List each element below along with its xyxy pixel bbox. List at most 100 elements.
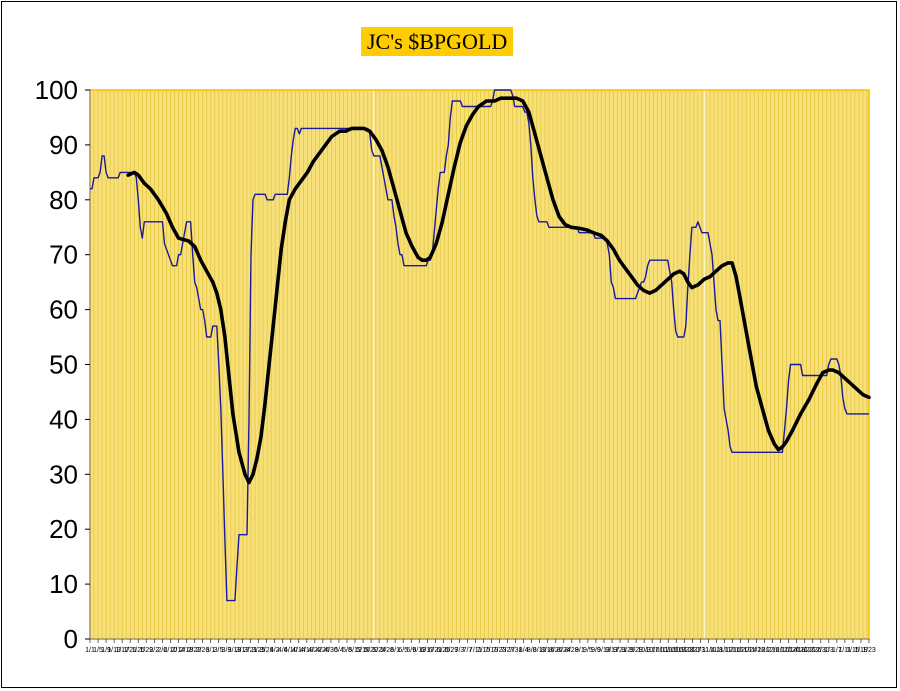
x-tick-label: 10/27 bbox=[684, 647, 702, 654]
x-tick-label: 12/30 bbox=[812, 647, 830, 654]
x-tick-label: 5/4 bbox=[334, 647, 344, 654]
y-tick-label: 70 bbox=[49, 240, 78, 270]
x-tick-label: 9/17 bbox=[605, 647, 619, 654]
x-tick-label: 11/24 bbox=[740, 647, 757, 654]
chart-title: JC's $BPGOLD bbox=[361, 27, 514, 56]
y-tick-label: 60 bbox=[49, 295, 78, 325]
x-tick-label: 1/21 bbox=[123, 647, 137, 654]
x-tick-label: 8/12 bbox=[533, 647, 547, 654]
x-tick-label: 8/20 bbox=[549, 647, 563, 654]
x-tick-label: 3/1 bbox=[206, 647, 216, 654]
x-tick-label: 7/19 bbox=[485, 647, 499, 654]
x-tick-label: 6/13 bbox=[412, 647, 426, 654]
x-tick-label: 1/5 bbox=[93, 647, 103, 654]
x-tick-label: 5/20 bbox=[364, 647, 378, 654]
x-tick-label: 4/30 bbox=[324, 647, 338, 654]
x-tick-label: 3/25 bbox=[252, 647, 266, 654]
x-tick-label: 7/7 bbox=[463, 647, 473, 654]
x-tick-label: 9/25 bbox=[621, 647, 635, 654]
x-tick-label: 6/17 bbox=[420, 647, 434, 654]
x-tick-label: 5/28 bbox=[380, 647, 394, 654]
y-tick-label: 30 bbox=[49, 459, 78, 489]
x-tick-label: 3/17 bbox=[236, 647, 250, 654]
x-tick-label: 10/19 bbox=[667, 647, 685, 654]
x-tick-label: 6/29 bbox=[445, 647, 459, 654]
x-tick-label: 2/14 bbox=[172, 647, 186, 654]
y-tick-label: 100 bbox=[35, 75, 78, 105]
x-tick-label: 3/9 bbox=[222, 647, 232, 654]
x-tick-label: 12/10 bbox=[772, 647, 790, 654]
x-tick-label: 11/28 bbox=[748, 647, 765, 654]
average-line bbox=[126, 96, 871, 485]
x-tick-label: 6/5 bbox=[398, 647, 408, 654]
x-tick-label: 3/21 bbox=[244, 647, 258, 654]
x-tick-label: 2/10 bbox=[163, 647, 177, 654]
x-tick-label: 1/1 bbox=[85, 647, 95, 654]
x-tick-label: 11/16 bbox=[724, 647, 741, 654]
major-gridlines bbox=[372, 90, 706, 639]
x-tick-label: 8/8 bbox=[527, 647, 537, 654]
y-tick-label: 10 bbox=[49, 569, 78, 599]
x-tick-label: 4/18 bbox=[300, 647, 314, 654]
x-tick-label: 7/31 bbox=[509, 647, 523, 654]
x-tick-label: 9/1 bbox=[575, 647, 585, 654]
y-tick-label: 20 bbox=[49, 514, 78, 544]
x-tick-label: 12/2 bbox=[758, 647, 772, 654]
y-tick-label: 80 bbox=[49, 185, 78, 215]
x-tick-label: 8/24 bbox=[557, 647, 571, 654]
x-tick-label: 8/16 bbox=[541, 647, 555, 654]
x-tick-label: 1/11 bbox=[838, 647, 851, 654]
x-tick-label: 7/3 bbox=[455, 647, 465, 654]
x-tick-label: 10/11 bbox=[652, 647, 669, 654]
x-axis: 1/11/51/91/131/171/211/251/292/22/62/102… bbox=[85, 638, 876, 654]
vertical-gridlines bbox=[93, 90, 868, 639]
x-tick-label: 4/6 bbox=[278, 647, 288, 654]
x-tick-label: 9/5 bbox=[583, 647, 593, 654]
x-tick-label: 9/29 bbox=[629, 647, 643, 654]
x-tick-label: 9/21 bbox=[613, 647, 627, 654]
x-tick-label: 5/8 bbox=[342, 647, 352, 654]
x-tick-label: 1/9 bbox=[101, 647, 111, 654]
x-tick-label: 10/7 bbox=[645, 647, 659, 654]
x-tick-label: 7/27 bbox=[501, 647, 515, 654]
x-tick-label: 8/4 bbox=[519, 647, 529, 654]
x-tick-label: 9/9 bbox=[591, 647, 601, 654]
x-tick-label: 1/25 bbox=[131, 647, 145, 654]
y-axis: 0 10 20 30 40 50 60 70 80 90 100 bbox=[35, 75, 91, 654]
x-tick-label: 1/19 bbox=[854, 647, 868, 654]
x-tick-label: 4/26 bbox=[316, 647, 330, 654]
x-tick-label: 2/22 bbox=[188, 647, 202, 654]
x-tick-label: 1/23 bbox=[862, 647, 876, 654]
x-tick-label: 12/18 bbox=[788, 647, 806, 654]
x-tick-label: 12/22 bbox=[796, 647, 814, 654]
x-tick-label: 3/29 bbox=[260, 647, 274, 654]
x-tick-label: 7/23 bbox=[493, 647, 507, 654]
x-tick-label: 8/28 bbox=[565, 647, 579, 654]
x-tick-label: 2/18 bbox=[180, 647, 194, 654]
x-tick-label: 6/1 bbox=[390, 647, 400, 654]
x-tick-label: 11/8 bbox=[710, 647, 723, 654]
x-tick-label: 4/10 bbox=[284, 647, 298, 654]
x-tick-label: 5/12 bbox=[348, 647, 362, 654]
x-tick-label: 9/13 bbox=[597, 647, 611, 654]
x-tick-label: 11/20 bbox=[732, 647, 749, 654]
y-tick-label: 0 bbox=[64, 624, 78, 654]
x-tick-label: 5/16 bbox=[356, 647, 370, 654]
x-tick-label: 4/22 bbox=[308, 647, 322, 654]
x-tick-label: 4/2 bbox=[270, 647, 280, 654]
x-tick-label: 11/4 bbox=[702, 647, 715, 654]
x-tick-label: 5/24 bbox=[372, 647, 386, 654]
x-tick-label: 4/14 bbox=[292, 647, 306, 654]
x-tick-label: 12/6 bbox=[766, 647, 780, 654]
x-tick-label: 1/13 bbox=[107, 647, 121, 654]
x-tick-label: 1/15 bbox=[846, 647, 860, 654]
x-tick-label: 10/3 bbox=[637, 647, 651, 654]
x-tick-label: 2/26 bbox=[196, 647, 210, 654]
x-tick-label: 10/15 bbox=[659, 647, 677, 654]
x-tick-label: 3/5 bbox=[214, 647, 224, 654]
x-tick-label: 12/26 bbox=[804, 647, 822, 654]
x-tick-label: 12/14 bbox=[780, 647, 798, 654]
x-tick-label: 10/31 bbox=[692, 647, 710, 654]
x-tick-label: 10/23 bbox=[676, 647, 694, 654]
